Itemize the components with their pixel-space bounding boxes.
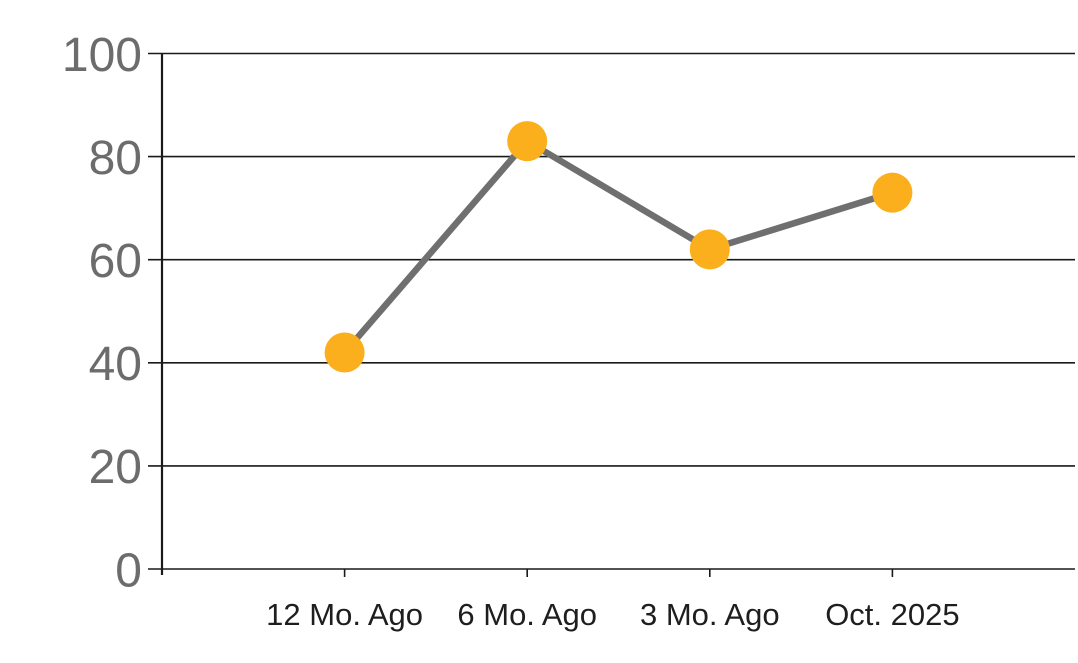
data-point-marker xyxy=(872,172,913,213)
data-point-marker xyxy=(689,229,730,270)
y-tick-label: 100 xyxy=(62,29,142,82)
y-tick-label: 60 xyxy=(89,235,142,288)
x-tick-label: 6 Mo. Ago xyxy=(457,597,597,632)
y-tick-label: 40 xyxy=(89,338,142,391)
x-tick-label: 3 Mo. Ago xyxy=(640,597,780,632)
y-tick-label: 0 xyxy=(115,544,142,597)
data-point-marker xyxy=(507,121,548,162)
x-tick-label: 12 Mo. Ago xyxy=(266,597,423,632)
data-point-marker xyxy=(324,332,365,373)
series-line xyxy=(341,136,896,356)
y-tick-label: 20 xyxy=(89,441,142,494)
y-tick-label: 80 xyxy=(89,132,142,185)
x-tick-label: Oct. 2025 xyxy=(825,597,959,632)
